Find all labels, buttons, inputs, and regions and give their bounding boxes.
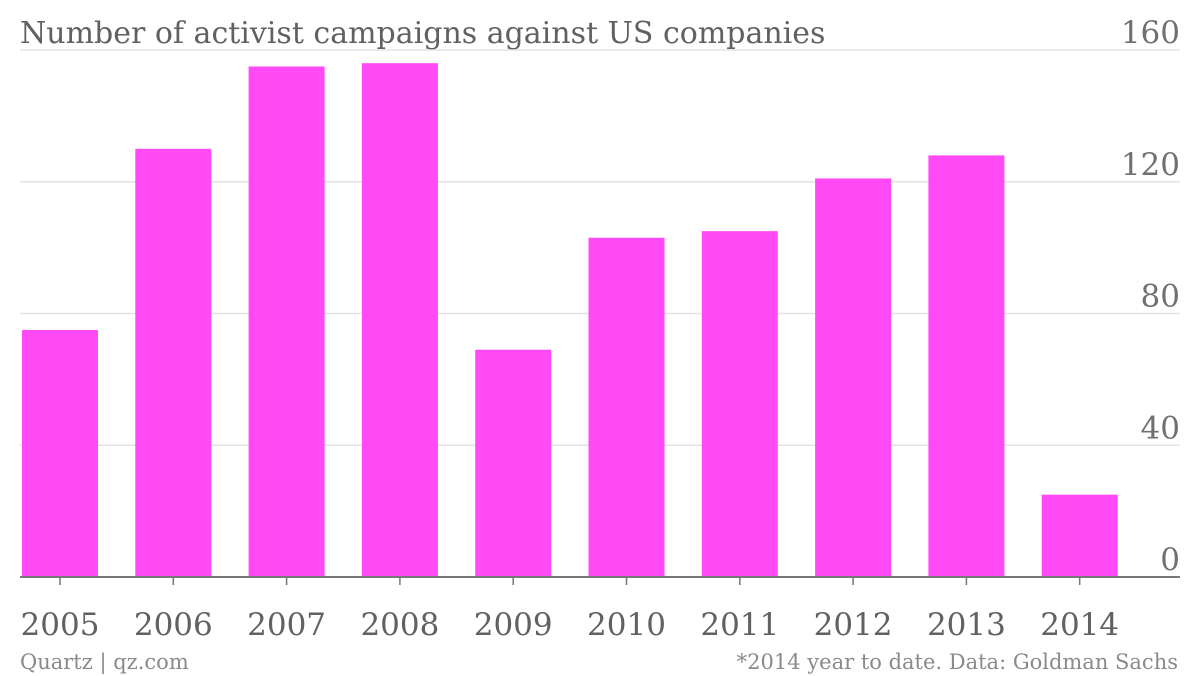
x-tick-label: 2014 [1040,607,1119,643]
y-axis-ticks: 0 40 80 120 160 [1121,15,1180,578]
bar-2012 [815,178,892,578]
x-tick-label: 2005 [21,607,100,643]
data-note: *2014 year to date. Data: Goldman Sachs [737,650,1178,674]
bar-2007 [248,66,325,577]
x-tick-label: 2013 [927,607,1006,643]
x-tick-label: 2010 [587,607,666,643]
bar-2011 [701,231,778,577]
y-tick-label: 80 [1141,279,1180,315]
bar-2005 [22,329,98,577]
x-tick-label: 2007 [247,607,326,643]
x-tick-label: 2012 [814,607,893,643]
bar-2009 [475,349,552,577]
bar-2013 [928,155,1005,577]
y-tick-label: 160 [1121,15,1180,51]
bar-2014 [1041,494,1118,577]
x-axis-ticks: 2005 2006 2007 2008 2009 2010 2011 2012 2013 2014 [21,577,1119,643]
y-tick-label: 40 [1141,410,1180,446]
y-tick-label: 0 [1160,542,1180,578]
bar-2006 [135,148,212,577]
x-tick-label: 2009 [474,607,553,643]
x-tick-label: 2008 [360,607,439,643]
bar-2010 [588,237,665,577]
x-tick-label: 2006 [134,607,213,643]
y-tick-label: 120 [1121,147,1180,183]
chart-title: Number of activist campaigns against US … [20,16,825,51]
bars [22,63,1118,578]
bar-2008 [361,63,438,578]
source-credit: Quartz | qz.com [20,650,189,675]
x-tick-label: 2011 [700,607,779,643]
